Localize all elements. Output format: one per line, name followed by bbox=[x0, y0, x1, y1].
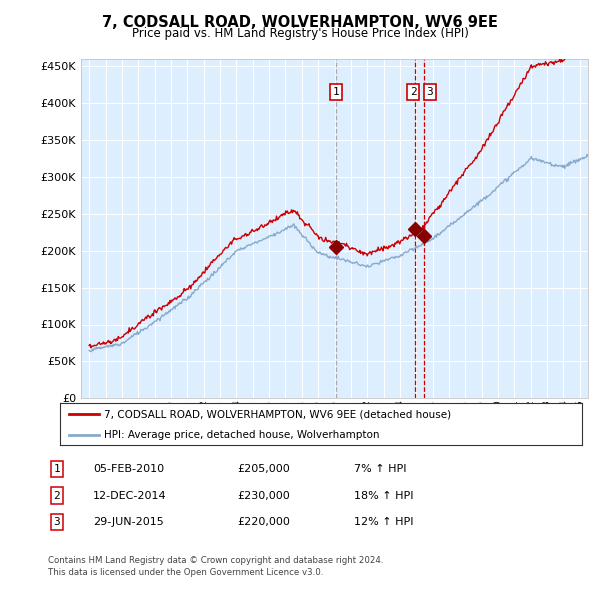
Text: 7, CODSALL ROAD, WOLVERHAMPTON, WV6 9EE (detached house): 7, CODSALL ROAD, WOLVERHAMPTON, WV6 9EE … bbox=[104, 409, 451, 419]
Text: 1: 1 bbox=[332, 87, 340, 97]
Text: 12% ↑ HPI: 12% ↑ HPI bbox=[354, 517, 413, 527]
Text: HPI: Average price, detached house, Wolverhampton: HPI: Average price, detached house, Wolv… bbox=[104, 430, 380, 440]
Text: 7, CODSALL ROAD, WOLVERHAMPTON, WV6 9EE: 7, CODSALL ROAD, WOLVERHAMPTON, WV6 9EE bbox=[102, 15, 498, 30]
Text: Price paid vs. HM Land Registry's House Price Index (HPI): Price paid vs. HM Land Registry's House … bbox=[131, 27, 469, 40]
Text: Contains HM Land Registry data © Crown copyright and database right 2024.: Contains HM Land Registry data © Crown c… bbox=[48, 556, 383, 565]
Text: 05-FEB-2010: 05-FEB-2010 bbox=[93, 464, 164, 474]
Text: 2: 2 bbox=[410, 87, 416, 97]
Text: 3: 3 bbox=[53, 517, 61, 527]
Text: 7% ↑ HPI: 7% ↑ HPI bbox=[354, 464, 407, 474]
Text: This data is licensed under the Open Government Licence v3.0.: This data is licensed under the Open Gov… bbox=[48, 568, 323, 577]
Text: £220,000: £220,000 bbox=[237, 517, 290, 527]
Text: £205,000: £205,000 bbox=[237, 464, 290, 474]
Text: 29-JUN-2015: 29-JUN-2015 bbox=[93, 517, 164, 527]
Text: 2: 2 bbox=[53, 491, 61, 500]
Text: 3: 3 bbox=[427, 87, 433, 97]
Text: £230,000: £230,000 bbox=[237, 491, 290, 500]
Text: 1: 1 bbox=[53, 464, 61, 474]
Text: 18% ↑ HPI: 18% ↑ HPI bbox=[354, 491, 413, 500]
Text: 12-DEC-2014: 12-DEC-2014 bbox=[93, 491, 167, 500]
